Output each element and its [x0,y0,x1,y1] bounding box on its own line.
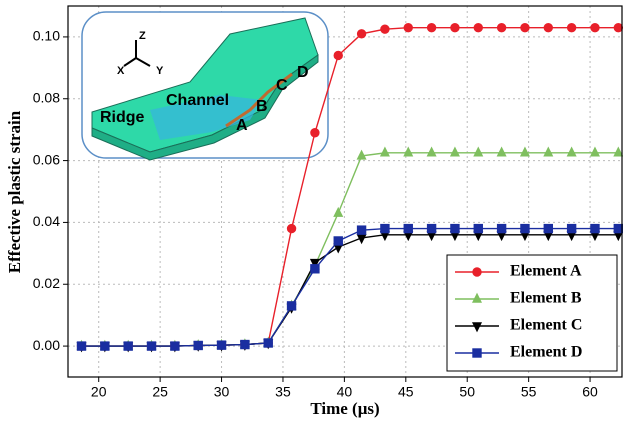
x-tick-label: 30 [214,384,230,400]
x-axis-title: Time (μs) [310,399,379,418]
marker [427,148,435,156]
marker [404,23,412,31]
x-tick-label: 40 [337,384,353,400]
x-tick-label: 45 [398,384,414,400]
marker [474,23,482,31]
annotation: X [117,65,125,77]
marker [77,342,85,350]
marker [474,224,482,232]
marker [451,224,459,232]
marker [241,340,249,348]
marker [544,224,552,232]
marker [451,148,459,156]
marker [614,23,622,31]
y-tick-label: 0.02 [33,275,60,291]
x-tick-label: 20 [91,384,107,400]
y-tick-label: 0.10 [33,28,60,44]
marker [334,208,342,216]
y-tick-label: 0.06 [33,151,60,167]
marker [567,224,575,232]
marker [497,224,505,232]
y-tick-label: 0.08 [33,89,60,105]
marker [264,339,272,347]
marker [311,265,319,273]
marker [381,148,389,156]
marker [427,23,435,31]
marker [473,349,481,357]
legend-label: Element D [510,344,582,361]
marker [147,342,155,350]
marker [381,224,389,232]
marker [124,342,132,350]
marker [567,23,575,31]
marker [614,148,622,156]
marker [311,129,319,137]
annotation: Ridge [100,109,145,126]
marker [521,148,529,156]
marker [287,302,295,310]
annotation: C [276,77,288,94]
x-tick-label: 25 [152,384,168,400]
annotation: Channel [166,92,229,109]
marker [591,148,599,156]
marker [334,237,342,245]
marker [101,342,109,350]
marker [357,226,365,234]
y-tick-label: 0.04 [33,213,60,229]
x-tick-label: 50 [459,384,475,400]
marker [427,224,435,232]
marker [404,224,412,232]
legend-label: Element A [510,263,582,280]
marker [591,224,599,232]
annotation: Z [139,30,146,42]
legend-label: Element C [510,317,582,334]
marker [497,148,505,156]
legend-label: Element B [510,290,582,307]
marker [474,148,482,156]
marker [521,23,529,31]
x-tick-label: 60 [582,384,598,400]
marker [287,224,295,232]
marker [614,224,622,232]
marker [171,342,179,350]
x-tick-label: 55 [521,384,537,400]
marker [473,268,481,276]
annotation: B [256,98,268,115]
y-tick-label: 0.00 [33,337,60,353]
annotation: A [236,117,248,134]
annotation: D [297,64,309,81]
annotation: Y [156,65,164,77]
marker [194,341,202,349]
marker [334,51,342,59]
x-tick-label: 35 [275,384,291,400]
marker [544,148,552,156]
marker [544,23,552,31]
marker [357,30,365,38]
marker [521,224,529,232]
y-axis-title: Effective plastic strain [5,110,24,273]
marker [381,25,389,33]
marker [497,23,505,31]
marker [451,23,459,31]
marker [591,23,599,31]
marker [217,341,225,349]
marker [567,148,575,156]
chart: Ridge Channel ABCD X Y Z Time (μs) Effective … [0,0,623,427]
